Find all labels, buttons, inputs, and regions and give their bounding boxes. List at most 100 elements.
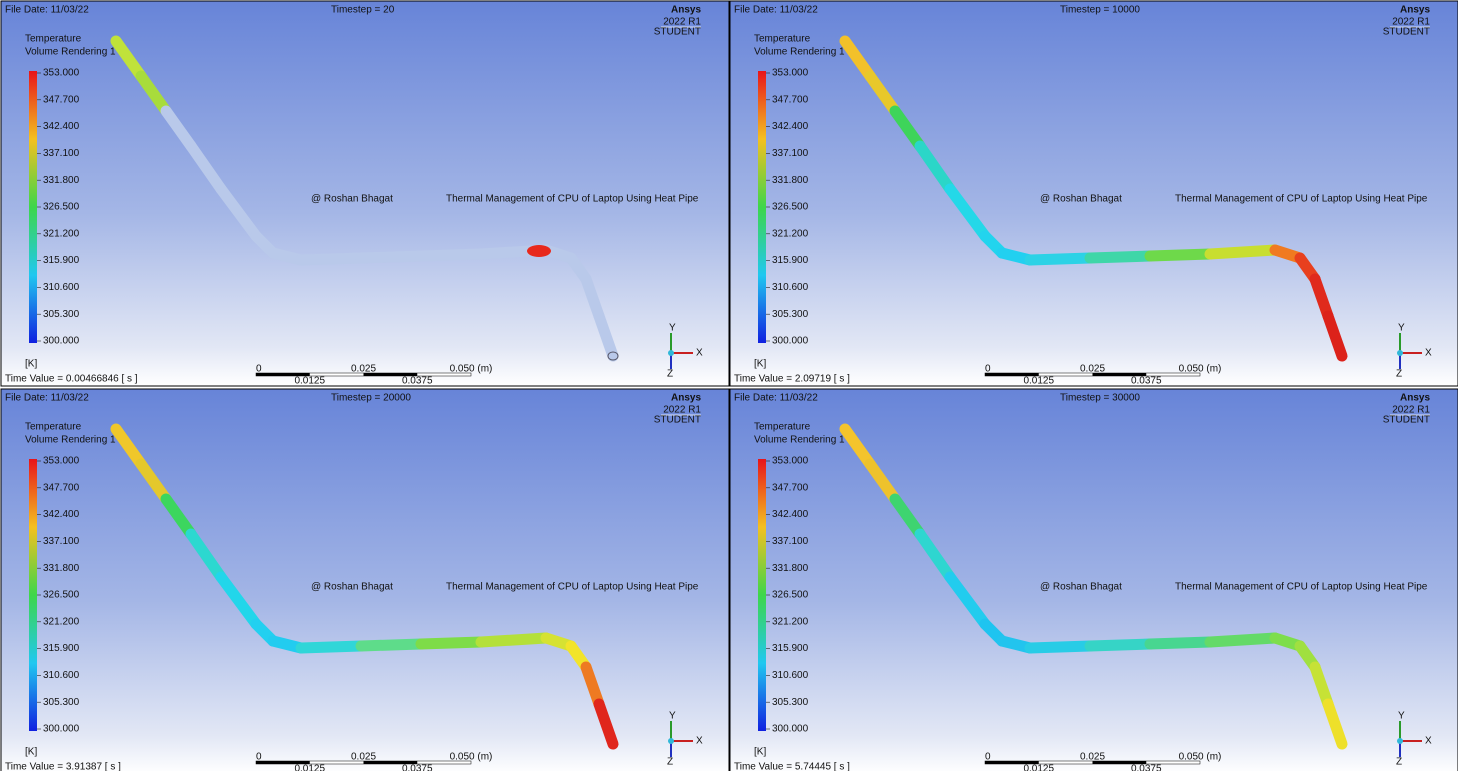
legend-tick-label: 337.100	[772, 536, 809, 547]
legend-tick-label: 300.000	[43, 724, 80, 735]
legend-tick-label: 315.900	[772, 643, 809, 654]
legend-tick-label: 300.000	[772, 724, 809, 735]
color-bar	[758, 71, 766, 343]
legend-tick-label: 353.000	[772, 68, 809, 79]
legend-unit: [K]	[25, 359, 37, 370]
legend-title: Temperature	[754, 34, 811, 45]
legend-subtitle: Volume Rendering 1	[25, 435, 116, 446]
triad-label-x: X	[1425, 348, 1432, 359]
scale-label: 0.0125	[294, 376, 325, 387]
pipe-segment	[944, 571, 991, 630]
legend-unit: [K]	[25, 747, 37, 758]
legend-title: Temperature	[25, 34, 82, 45]
pipe-segment	[889, 105, 926, 152]
legend-tick-label: 326.500	[772, 202, 809, 213]
legend-tick-label: 337.100	[43, 536, 80, 547]
timestep: Timestep = 20	[331, 5, 395, 16]
scale-bar-block	[363, 373, 418, 376]
viewport-background	[0, 388, 730, 771]
version: 2022 R1	[1392, 405, 1430, 416]
scale-label: 0.050 (m)	[1179, 364, 1222, 375]
pipe-segment	[295, 252, 367, 266]
pipe-segment	[864, 70, 901, 117]
pipe-segment	[135, 70, 172, 117]
version: 2022 R1	[1392, 17, 1430, 28]
edition: STUDENT	[1383, 415, 1430, 426]
scale-label: 0.0375	[1131, 376, 1162, 387]
caption: Thermal Management of CPU of Laptop Usin…	[446, 194, 699, 205]
logo: Ansys	[1400, 5, 1430, 16]
pipe-segment	[475, 632, 552, 648]
legend-tick-label: 337.100	[772, 148, 809, 159]
scale-label: 0.0125	[1023, 376, 1054, 387]
pipe-segment	[1309, 661, 1334, 710]
pipe-segment	[889, 493, 926, 540]
pipe-segment	[110, 423, 147, 470]
logo: Ansys	[671, 393, 701, 404]
legend-tick-label: 331.800	[772, 563, 809, 574]
file-date: File Date: 11/03/22	[734, 393, 818, 404]
scale-label: 0	[985, 752, 991, 763]
pipe-segment	[1204, 244, 1281, 260]
pipe-segment	[914, 140, 956, 195]
triad-origin	[668, 350, 674, 356]
version: 2022 R1	[663, 405, 701, 416]
triad-label-z: Z	[1396, 757, 1402, 768]
scale-label: 0.0125	[294, 764, 325, 771]
legend-tick-label: 326.500	[772, 590, 809, 601]
scale-label: 0	[985, 364, 991, 375]
pipe-segment	[839, 423, 876, 470]
legend-tick-label: 342.400	[772, 509, 809, 520]
time-value: Time Value = 0.00466846 [ s ]	[5, 374, 138, 385]
credit: @ Roshan Bhagat	[1040, 194, 1122, 205]
caption: Thermal Management of CPU of Laptop Usin…	[1175, 582, 1428, 593]
pipe-segment	[593, 310, 619, 362]
color-bar	[29, 459, 37, 731]
legend-tick-label: 353.000	[43, 68, 80, 79]
legend-tick-label: 321.200	[43, 228, 80, 239]
triad-label-y: Y	[669, 323, 676, 334]
scale-label: 0.025	[1080, 364, 1105, 375]
triad-label-z: Z	[667, 369, 673, 380]
timestep: Timestep = 30000	[1060, 393, 1140, 404]
triad-label-x: X	[1425, 736, 1432, 747]
pipe-segment	[355, 638, 427, 652]
time-value: Time Value = 5.74445 [ s ]	[734, 762, 850, 771]
legend-tick-label: 347.700	[43, 482, 80, 493]
legend-title: Temperature	[25, 422, 82, 433]
pipe-segment	[295, 640, 367, 654]
scale-label: 0.050 (m)	[450, 364, 493, 375]
legend-tick-label: 353.000	[43, 456, 80, 467]
credit: @ Roshan Bhagat	[1040, 582, 1122, 593]
viewport-panel: File Date: 11/03/22 Timestep = 20000 Ansys…	[0, 388, 730, 771]
edition: STUDENT	[1383, 27, 1430, 38]
scale-bar-block	[1092, 373, 1147, 376]
legend-tick-label: 305.300	[43, 309, 80, 320]
timestep: Timestep = 10000	[1060, 5, 1140, 16]
legend-tick-label: 342.400	[43, 121, 80, 132]
viewport-background	[729, 0, 1458, 387]
pipe-segment	[215, 571, 262, 630]
viewport-panel: File Date: 11/03/22 Timestep = 30000 Ansys…	[729, 388, 1458, 771]
pipe-segment	[1204, 632, 1281, 648]
legend-tick-label: 331.800	[772, 175, 809, 186]
time-value: Time Value = 3.91387 [ s ]	[5, 762, 121, 771]
triad-label-y: Y	[669, 711, 676, 722]
scale-label: 0	[256, 752, 262, 763]
legend-tick-label: 321.200	[43, 616, 80, 627]
legend-tick-label: 310.600	[43, 282, 80, 293]
pipe-segment	[580, 661, 605, 710]
pipe-segment	[914, 528, 956, 583]
legend-title: Temperature	[754, 422, 811, 433]
color-bar	[758, 459, 766, 731]
pipe-segment	[135, 458, 172, 505]
triad-label-x: X	[696, 348, 703, 359]
pipe-segment	[355, 250, 427, 264]
scale-bar-block	[256, 761, 310, 764]
legend-tick-label: 305.300	[43, 697, 80, 708]
triad-label-z: Z	[667, 757, 673, 768]
triad-label-y: Y	[1398, 323, 1405, 334]
scale-bar-block	[985, 373, 1039, 376]
legend-unit: [K]	[754, 747, 766, 758]
pipe-segment	[1144, 636, 1216, 650]
